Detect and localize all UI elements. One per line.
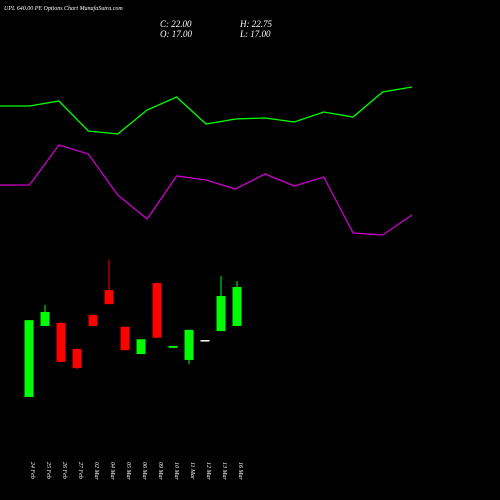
x-tick-label: 05 Mar [125, 462, 131, 480]
chart-title: UPL 640.00 PE Options Chart MunafaSutra.… [4, 5, 123, 12]
candle-body [104, 290, 114, 305]
indicator-line [0, 86, 413, 135]
x-tick-label: 26 Feb [61, 462, 67, 479]
candle-body [120, 326, 130, 351]
candle-body [216, 295, 226, 332]
candle-body [232, 287, 242, 326]
x-tick-label: 16 Mar [237, 462, 243, 480]
x-tick-label: 25 Feb [45, 462, 51, 479]
candle-body [200, 340, 210, 342]
candle-body [136, 339, 146, 355]
candle-body [72, 349, 82, 369]
x-tick-label: 10 Mar [173, 462, 179, 480]
x-tick-label: 11 Mar [189, 462, 195, 480]
candle-body [168, 345, 178, 348]
x-tick-label: 02 Mar [93, 462, 99, 480]
ohlc-open: O: 17.00 [160, 29, 192, 39]
ohlc-close: C: 22.00 [160, 19, 192, 29]
x-tick-label: 13 Mar [221, 462, 227, 480]
ohlc-high: H: 22.75 [239, 19, 272, 29]
x-tick-label: 09 Mar [157, 462, 163, 480]
x-tick-label: 04 Mar [109, 462, 116, 480]
x-tick-label: 12 Mar [205, 462, 211, 480]
indicator-line [0, 144, 413, 236]
candle-body [24, 320, 34, 397]
x-tick-label: 27 Feb [77, 462, 83, 479]
candle-body [184, 329, 194, 360]
ohlc-low: L: 17.00 [239, 29, 271, 39]
x-tick-label: 06 Mar [141, 462, 147, 480]
x-tick-label: 24 Feb [29, 462, 36, 479]
candle-body [152, 283, 162, 338]
candle-body [56, 322, 66, 362]
candle-body [88, 315, 98, 326]
candle-body [40, 311, 50, 326]
